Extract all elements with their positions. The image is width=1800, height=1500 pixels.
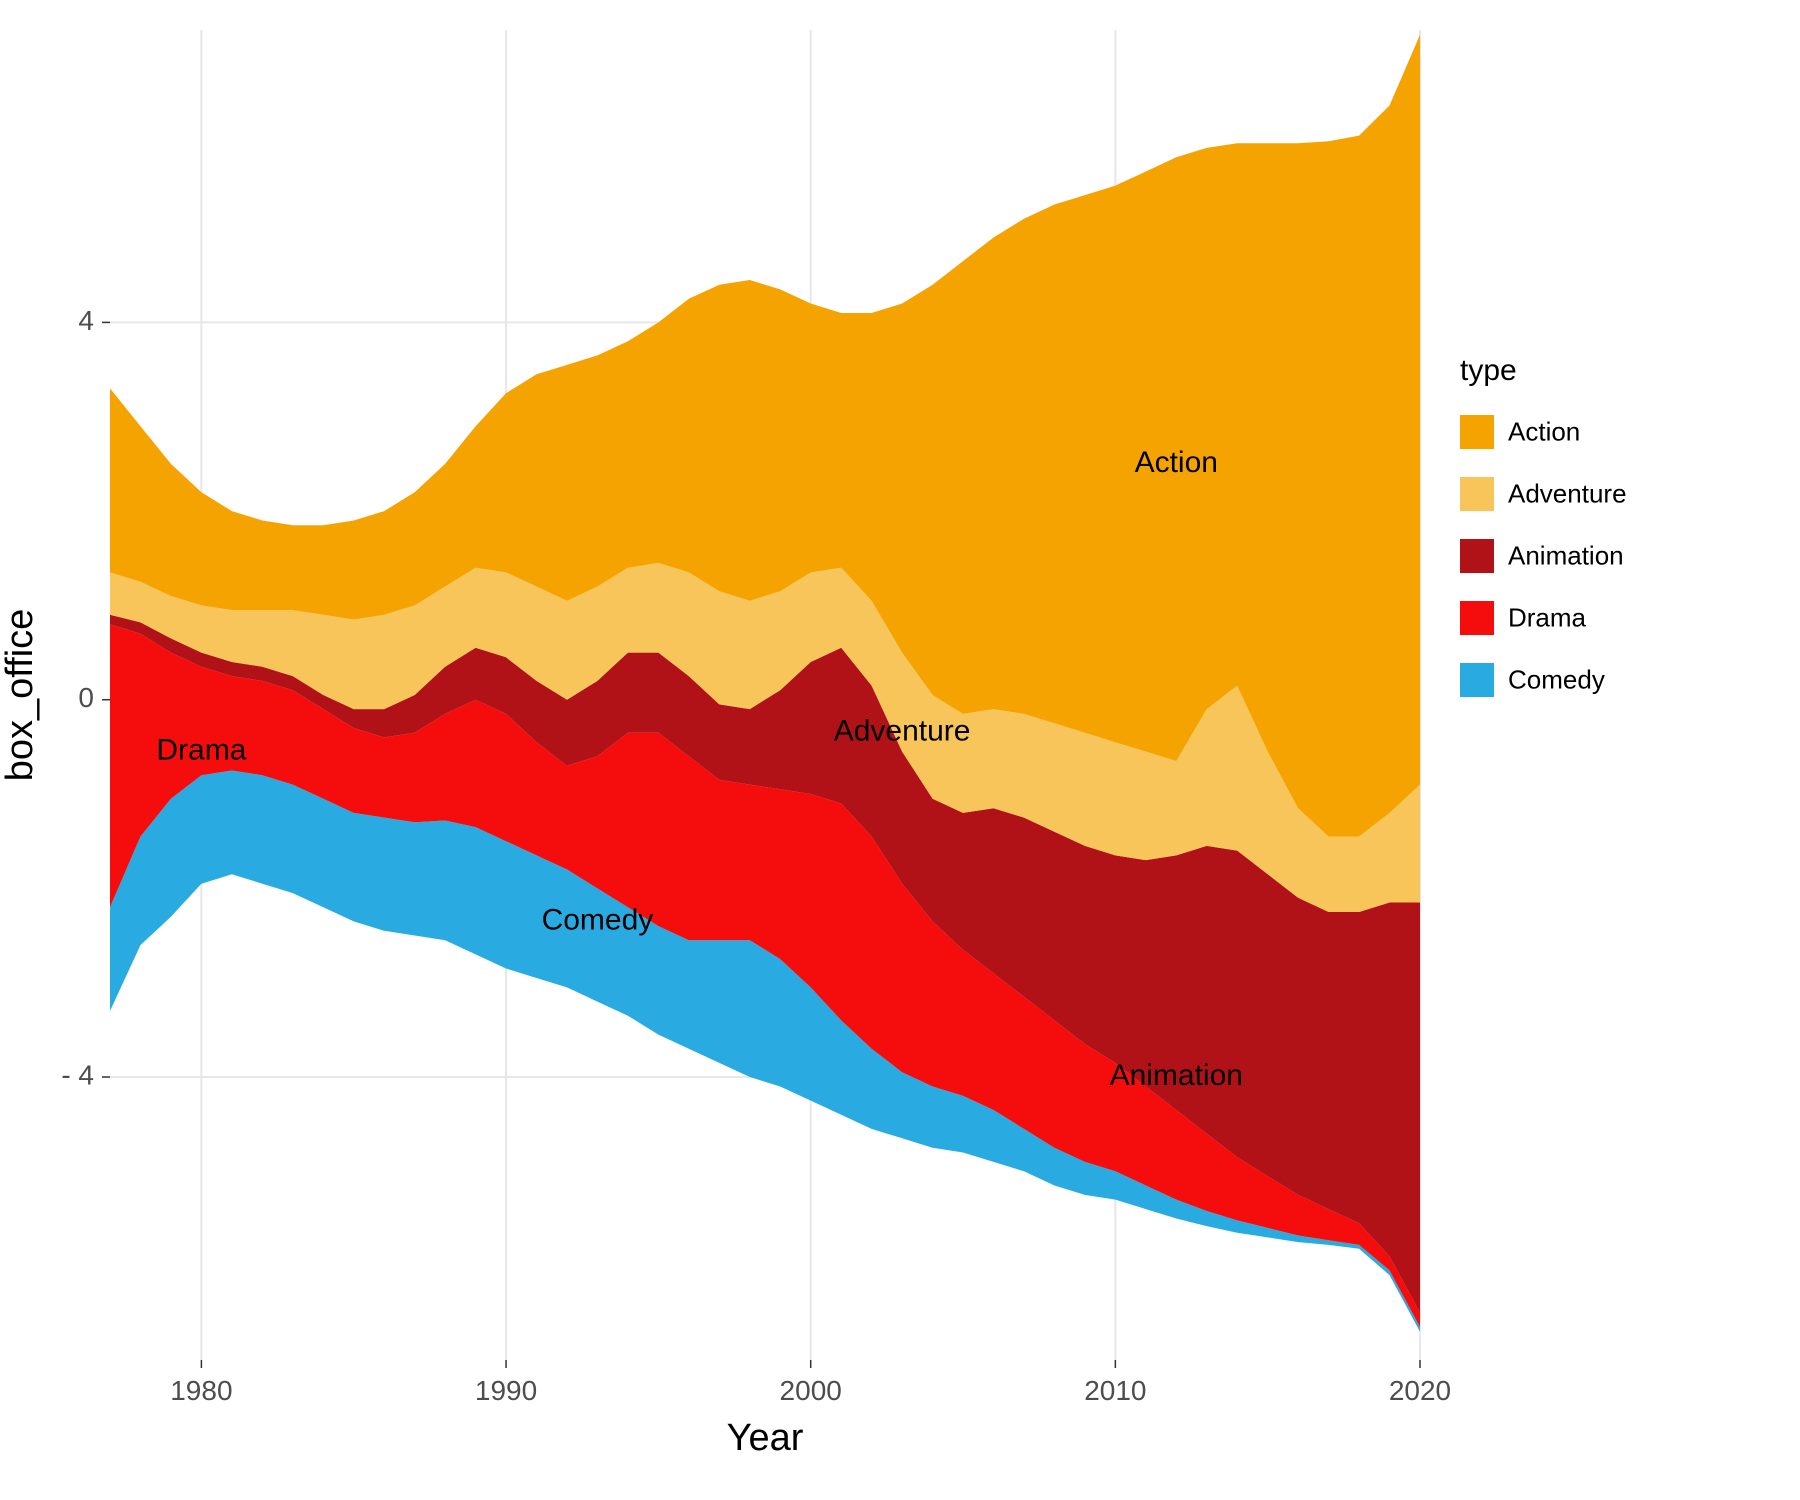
label-comedy: Comedy xyxy=(542,903,654,936)
legend-swatch-animation xyxy=(1460,539,1494,573)
legend-title: type xyxy=(1460,354,1517,387)
x-tick-label: 2020 xyxy=(1389,1375,1451,1406)
x-tick-label: 2010 xyxy=(1084,1375,1146,1406)
y-tick-label: 0 xyxy=(78,682,94,713)
label-animation: Animation xyxy=(1110,1059,1243,1092)
legend-label-action: Action xyxy=(1508,417,1580,447)
legend-label-animation: Animation xyxy=(1508,541,1624,571)
y-tick-label: - 4 xyxy=(61,1059,94,1090)
label-action: Action xyxy=(1135,446,1218,479)
x-tick-label: 1980 xyxy=(170,1375,232,1406)
legend-label-comedy: Comedy xyxy=(1508,665,1605,695)
x-tick-label: 2000 xyxy=(780,1375,842,1406)
legend-swatch-comedy xyxy=(1460,663,1494,697)
legend-swatch-adventure xyxy=(1460,477,1494,511)
x-axis-title: Year xyxy=(727,1417,804,1459)
legend-swatch-drama xyxy=(1460,601,1494,635)
x-tick-label: 1990 xyxy=(475,1375,537,1406)
stream-chart: Action Adventure Drama Comedy Animation 1980 1… xyxy=(0,0,1800,1500)
legend-label-drama: Drama xyxy=(1508,603,1587,633)
y-axis-title: box_office xyxy=(0,609,41,782)
legend-label-adventure: Adventure xyxy=(1508,479,1627,509)
chart-svg: Action Adventure Drama Comedy Animation 1980 1… xyxy=(0,0,1800,1500)
y-tick-label: 4 xyxy=(78,305,94,336)
label-adventure: Adventure xyxy=(834,715,971,748)
label-drama: Drama xyxy=(156,734,246,767)
legend-swatch-action xyxy=(1460,415,1494,449)
